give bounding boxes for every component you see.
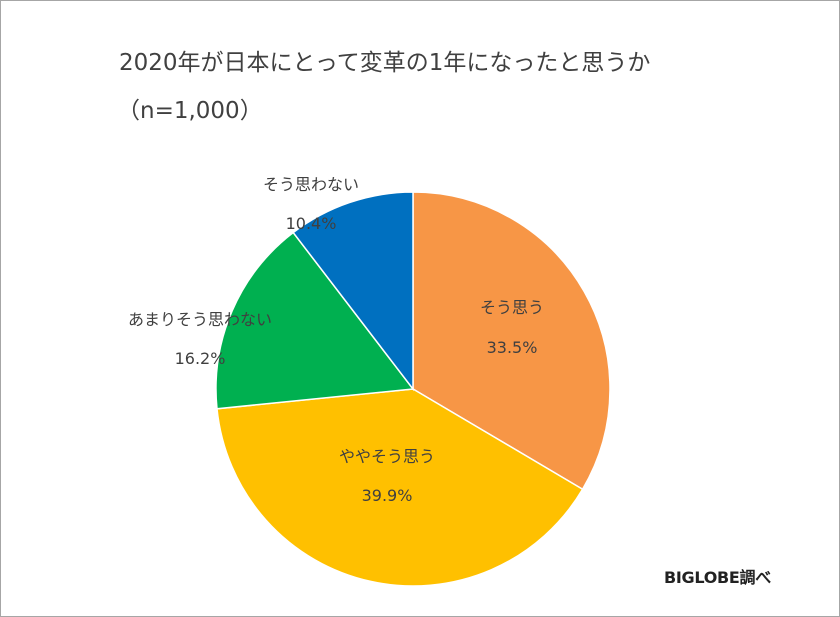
pie-slice-amari-sou-omowanai [215,231,415,410]
pie-slice-yaya-sou-omou [216,388,584,587]
slice-value-amari-sou-omowanai: 16.2% [175,349,226,368]
pie-slice-sou-omou [412,191,611,491]
source-credit: BIGLOBE調べ [664,568,771,587]
chart-subtitle: （n=1,000） [117,98,263,124]
slice-label-sou-omou: そう思う [480,298,544,317]
slice-label-amari-sou-omowanai: あまりそう思わない [128,310,272,329]
pie-slice-sou-omowanai [292,191,414,392]
chart-title: 2020年が日本にとって変革の1年になったと思うか [119,50,651,76]
slice-label-yaya-sou-omou: ややそう思う [339,447,435,466]
slice-value-yaya-sou-omou: 39.9% [362,486,413,505]
slice-value-sou-omou: 33.5% [487,338,538,357]
slice-value-sou-omowanai: 10.4% [286,214,337,233]
slice-label-sou-omowanai: そう思わない [263,175,359,194]
